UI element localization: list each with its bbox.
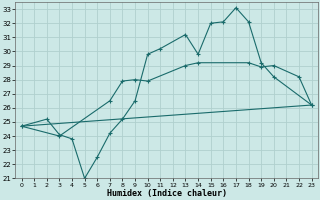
X-axis label: Humidex (Indice chaleur): Humidex (Indice chaleur) (107, 189, 227, 198)
